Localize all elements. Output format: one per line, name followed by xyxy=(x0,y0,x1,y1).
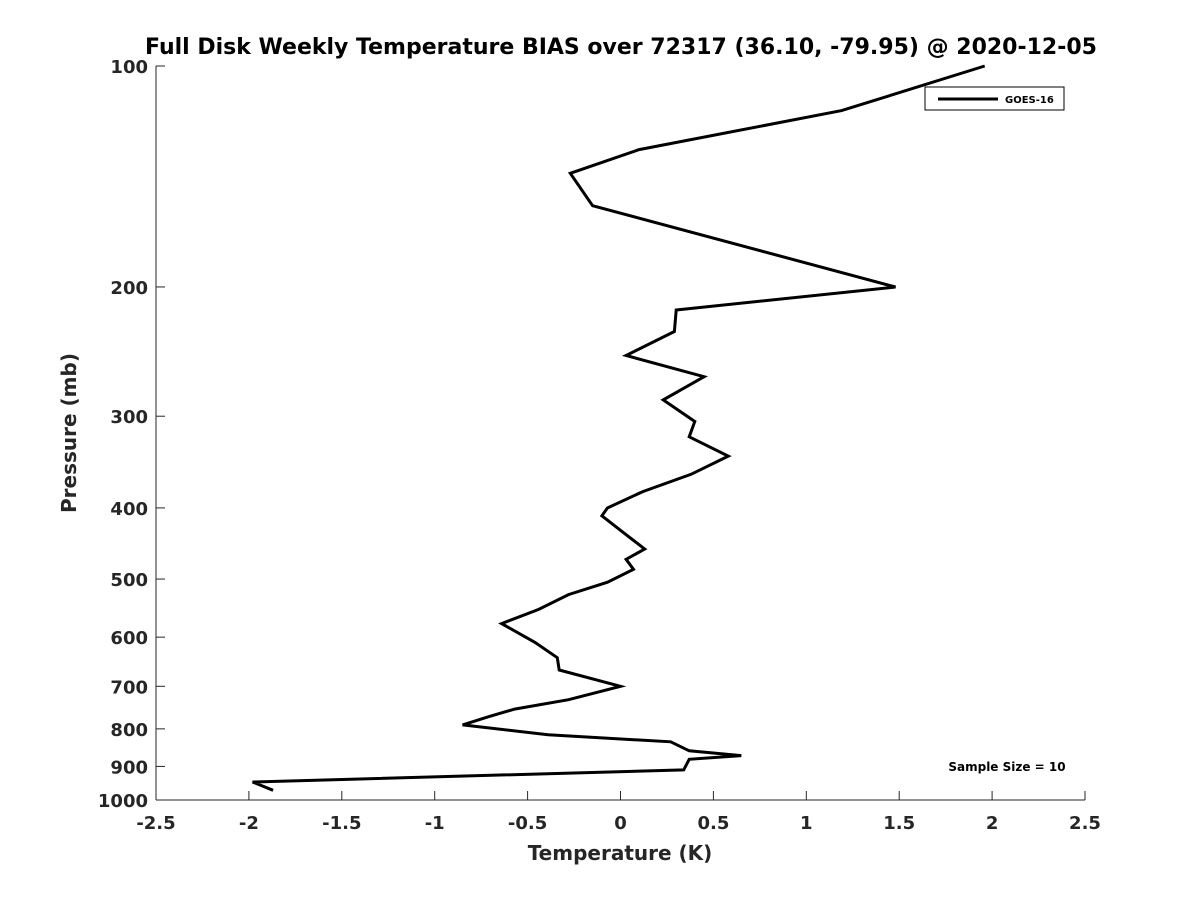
x-tick-label: 1.5 xyxy=(883,813,915,834)
x-tick-label: -1.5 xyxy=(322,813,361,834)
y-axis-ticks: 100 200 300 400 500 600 700 800 900 1000 xyxy=(98,57,165,812)
y-tick-label: 400 xyxy=(110,499,148,520)
x-tick-label: -2 xyxy=(239,813,259,834)
x-tick-label: 1 xyxy=(800,813,813,834)
y-tick-label: 1000 xyxy=(98,791,148,812)
y-tick-label: 100 xyxy=(110,57,148,78)
plot-area xyxy=(156,66,1085,800)
x-tick-label: 0.5 xyxy=(697,813,729,834)
x-axis-ticks: -2.5 -2 -1.5 -1 -0.5 0 0.5 1 1.5 2 2.5 xyxy=(136,791,1101,834)
y-tick-label: 600 xyxy=(110,628,148,649)
x-tick-label: 2 xyxy=(986,813,999,834)
x-tick-label: 0 xyxy=(614,813,627,834)
x-tick-label: -0.5 xyxy=(508,813,547,834)
y-tick-label: 700 xyxy=(110,677,148,698)
y-tick-label: 300 xyxy=(110,407,148,428)
x-tick-label: 2.5 xyxy=(1069,813,1101,834)
x-tick-label: -1 xyxy=(425,813,445,834)
legend-entry-goes-16: GOES-16 xyxy=(1005,95,1054,106)
chart-title: Full Disk Weekly Temperature BIAS over 7… xyxy=(145,35,1097,60)
sample-size-annotation: Sample Size = 10 xyxy=(948,760,1065,774)
x-tick-label: -2.5 xyxy=(136,813,175,834)
y-axis-label: Pressure (mb) xyxy=(57,353,81,513)
y-tick-label: 800 xyxy=(110,720,148,741)
legend: GOES-16 xyxy=(924,86,1065,111)
series-layer xyxy=(252,64,986,792)
x-axis-label: Temperature (K) xyxy=(528,841,713,865)
y-tick-label: 200 xyxy=(110,278,148,299)
y-tick-label: 900 xyxy=(110,757,148,778)
series-line-goes-16 xyxy=(252,64,986,792)
y-tick-label: 500 xyxy=(110,570,148,591)
